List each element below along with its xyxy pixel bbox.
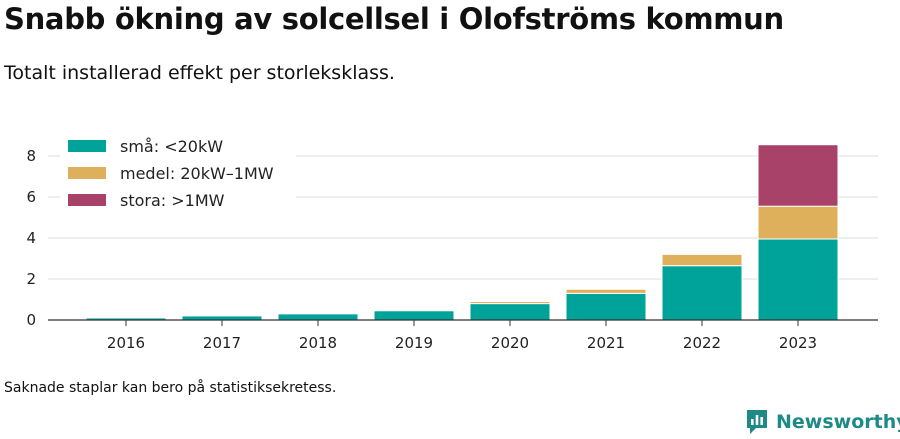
brand-logo[interactable]: Newsworthy xyxy=(745,406,900,438)
chart-subtitle: Totalt installerad effekt per storlekskl… xyxy=(4,62,395,84)
y-tick-label: 8 xyxy=(26,147,36,165)
y-tick-label: 6 xyxy=(26,188,36,206)
footnote: Saknade staplar kan bero på statistiksek… xyxy=(4,380,337,396)
brand-name: Newsworthy xyxy=(776,411,900,433)
stacked-bar-chart: 0 2 4 6 8 2016 2017 2018 2019 2020 2021 2022 2023 små… xyxy=(26,137,878,352)
bar-segment xyxy=(565,292,647,321)
bar-segment xyxy=(373,310,455,321)
x-tick-label: 2020 xyxy=(491,334,529,352)
legend-label: medel: 20kW–1MW xyxy=(120,164,274,183)
legend-label: stora: >1MW xyxy=(120,191,225,210)
bar-segment xyxy=(469,303,551,321)
x-tick-label: 2019 xyxy=(395,334,433,352)
bar-segment xyxy=(757,238,839,321)
y-tick-label: 2 xyxy=(26,270,36,288)
chart-title: Snabb ökning av solcellsel i Olofströms … xyxy=(4,2,784,36)
bar-segment xyxy=(661,253,743,267)
bar-segment xyxy=(277,313,359,321)
x-tick-label: 2016 xyxy=(107,334,145,352)
legend-swatch xyxy=(68,140,106,152)
legend-swatch xyxy=(68,194,106,206)
bar-segment xyxy=(661,265,743,321)
x-tick-label: 2017 xyxy=(203,334,241,352)
bar-segment xyxy=(757,205,839,240)
newsworthy-logo-icon xyxy=(747,410,767,434)
x-tick-label: 2021 xyxy=(587,334,625,352)
x-tick-label: 2022 xyxy=(683,334,721,352)
y-tick-label: 0 xyxy=(26,311,36,329)
bar-segment xyxy=(181,315,263,321)
x-tick-label: 2023 xyxy=(779,334,817,352)
bar-segment xyxy=(757,144,839,207)
bar-segment xyxy=(565,288,647,294)
legend-label: små: <20kW xyxy=(120,137,223,156)
x-tick-label: 2018 xyxy=(299,334,337,352)
y-tick-label: 4 xyxy=(26,229,36,247)
bar-segment xyxy=(469,301,551,305)
legend-swatch xyxy=(68,167,106,179)
